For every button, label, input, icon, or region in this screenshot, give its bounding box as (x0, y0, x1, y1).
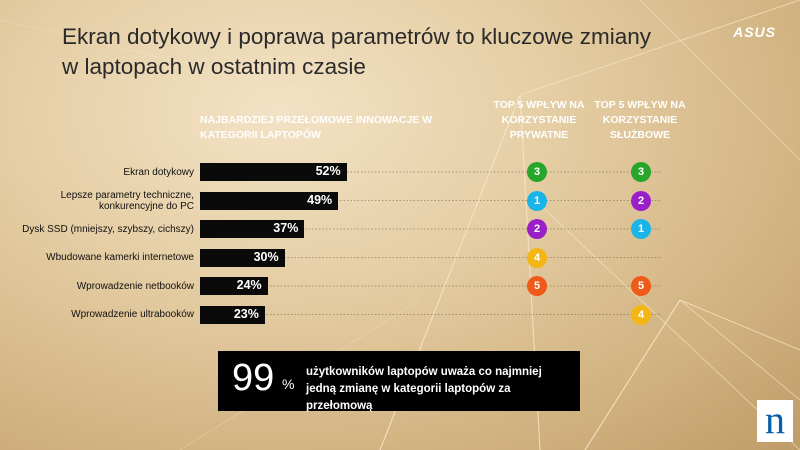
rank-private-badge: 4 (527, 247, 547, 268)
bar: 49% (200, 191, 339, 210)
rank-business-badge: 1 (631, 219, 651, 239)
header-main: NAJBARDZIEJ PRZEŁOMOWE INNOWACJE W KATEG… (200, 114, 433, 141)
rank-private-badge: 5 (527, 276, 547, 296)
header-business: TOP 5 WPŁYW NA KORZYSTANIE SŁUŻBOWE (594, 99, 686, 141)
row-label: Wbudowane kamerki internetowe (46, 252, 194, 263)
bar-value-label: 49% (307, 192, 333, 207)
row-label: Dysk SSD (mniejszy, szybszy, cichszy) (22, 223, 194, 235)
rank-business-badge: 3 (631, 162, 651, 182)
rank-private-badge: 2 (527, 219, 547, 239)
callout-number: 99 (232, 357, 275, 399)
row-label: Wprowadzenie netbooków (76, 280, 194, 292)
rank-business-badge: 5 (631, 276, 651, 296)
bar: 24% (200, 277, 268, 295)
page-title: Ekran dotykowy i poprawa parametrów to k… (62, 24, 651, 79)
bar-value-label: 23% (233, 306, 259, 321)
callout-text: użytkowników laptopów uważa co najmniej … (306, 366, 542, 412)
rank-private-badge: 3 (527, 162, 547, 182)
rank-private-badge: 1 (527, 190, 547, 211)
rank-business-badge: 2 (631, 190, 651, 211)
header-private: TOP 5 WPŁYW NA KORZYSTANIE PRYWATNE (493, 99, 585, 141)
bar-value-label: 24% (236, 278, 262, 292)
row-label: Ekran dotykowy (123, 166, 194, 178)
callout-box: 99 % użytkowników laptopów uważa co najm… (218, 351, 580, 412)
corner-logo-letter: n (765, 397, 785, 442)
bar-value-label: 37% (273, 221, 299, 235)
rank-business-badge: 4 (631, 304, 651, 325)
row-label: Wprowadzenie ultrabooków (71, 309, 194, 320)
bar: 37% (200, 220, 305, 238)
bar-value-label: 30% (253, 249, 279, 264)
asus-logo: ASUS (733, 24, 776, 40)
bar: 52% (200, 163, 347, 181)
corner-logo: n (757, 400, 793, 442)
row-label: Lepsze parametry techniczne, konkurencyj… (60, 189, 194, 212)
bar: 30% (200, 248, 285, 267)
bar: 23% (200, 305, 265, 324)
bar-value-label: 52% (315, 164, 341, 178)
callout-percent: % (282, 376, 295, 392)
